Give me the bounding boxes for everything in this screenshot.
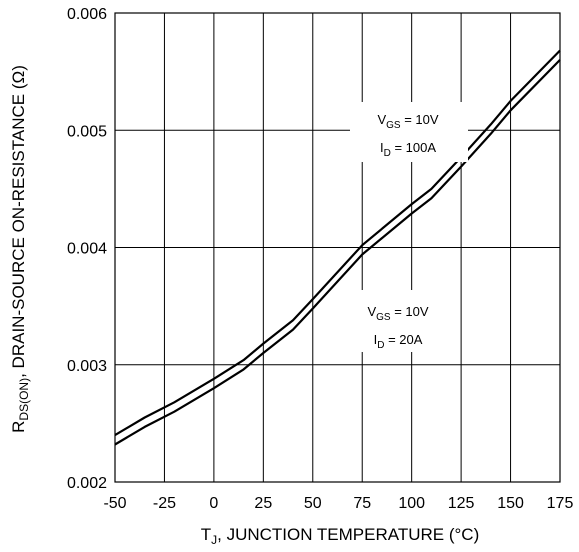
annotation-20a-id: ID = 20A bbox=[374, 332, 423, 351]
y-axis-label: RDS(ON), DRAIN-SOURCE ON-RESISTANCE (Ω) bbox=[9, 65, 31, 433]
annotation-20a-background bbox=[340, 290, 458, 352]
x-tick-label: -50 bbox=[103, 495, 126, 512]
annotation-100a-vgs: VGS = 10V bbox=[377, 112, 438, 131]
annotation-20a-vgs: VGS = 10V bbox=[367, 304, 428, 323]
x-tick-label: 150 bbox=[497, 495, 524, 512]
annotation-100a-id: ID = 100A bbox=[380, 140, 436, 159]
series-layer bbox=[114, 49, 561, 446]
x-tick-label: 25 bbox=[254, 495, 272, 512]
y-tick-label: 0.004 bbox=[67, 241, 107, 258]
annotation-20a: VGS = 10V ID = 20A bbox=[340, 290, 458, 352]
annotation-100a-background bbox=[350, 102, 468, 162]
series-line-2 bbox=[114, 59, 561, 446]
x-tick-label: -25 bbox=[153, 495, 176, 512]
x-tick-label: 50 bbox=[304, 495, 322, 512]
x-tick-labels: -50 -25 0 25 50 75 100 125 150 175 bbox=[103, 495, 573, 512]
y-tick-label: 0.006 bbox=[67, 6, 107, 23]
plot-frame bbox=[114, 12, 561, 483]
annotation-100a: VGS = 10V ID = 100A bbox=[350, 102, 468, 162]
grid bbox=[114, 12, 561, 483]
series-line-1 bbox=[114, 49, 561, 437]
y-tick-labels: 0.002 0.003 0.004 0.005 0.006 bbox=[67, 6, 107, 492]
x-axis-label: TJ, JUNCTION TEMPERATURE (°C) bbox=[201, 525, 480, 547]
y-tick-label: 0.003 bbox=[67, 358, 107, 375]
y-tick-label: 0.005 bbox=[67, 123, 107, 140]
x-tick-label: 175 bbox=[547, 495, 574, 512]
y-tick-label: 0.002 bbox=[67, 475, 107, 492]
x-tick-label: 0 bbox=[209, 495, 218, 512]
x-tick-label: 100 bbox=[398, 495, 425, 512]
x-tick-label: 75 bbox=[353, 495, 371, 512]
x-tick-label: 125 bbox=[448, 495, 475, 512]
